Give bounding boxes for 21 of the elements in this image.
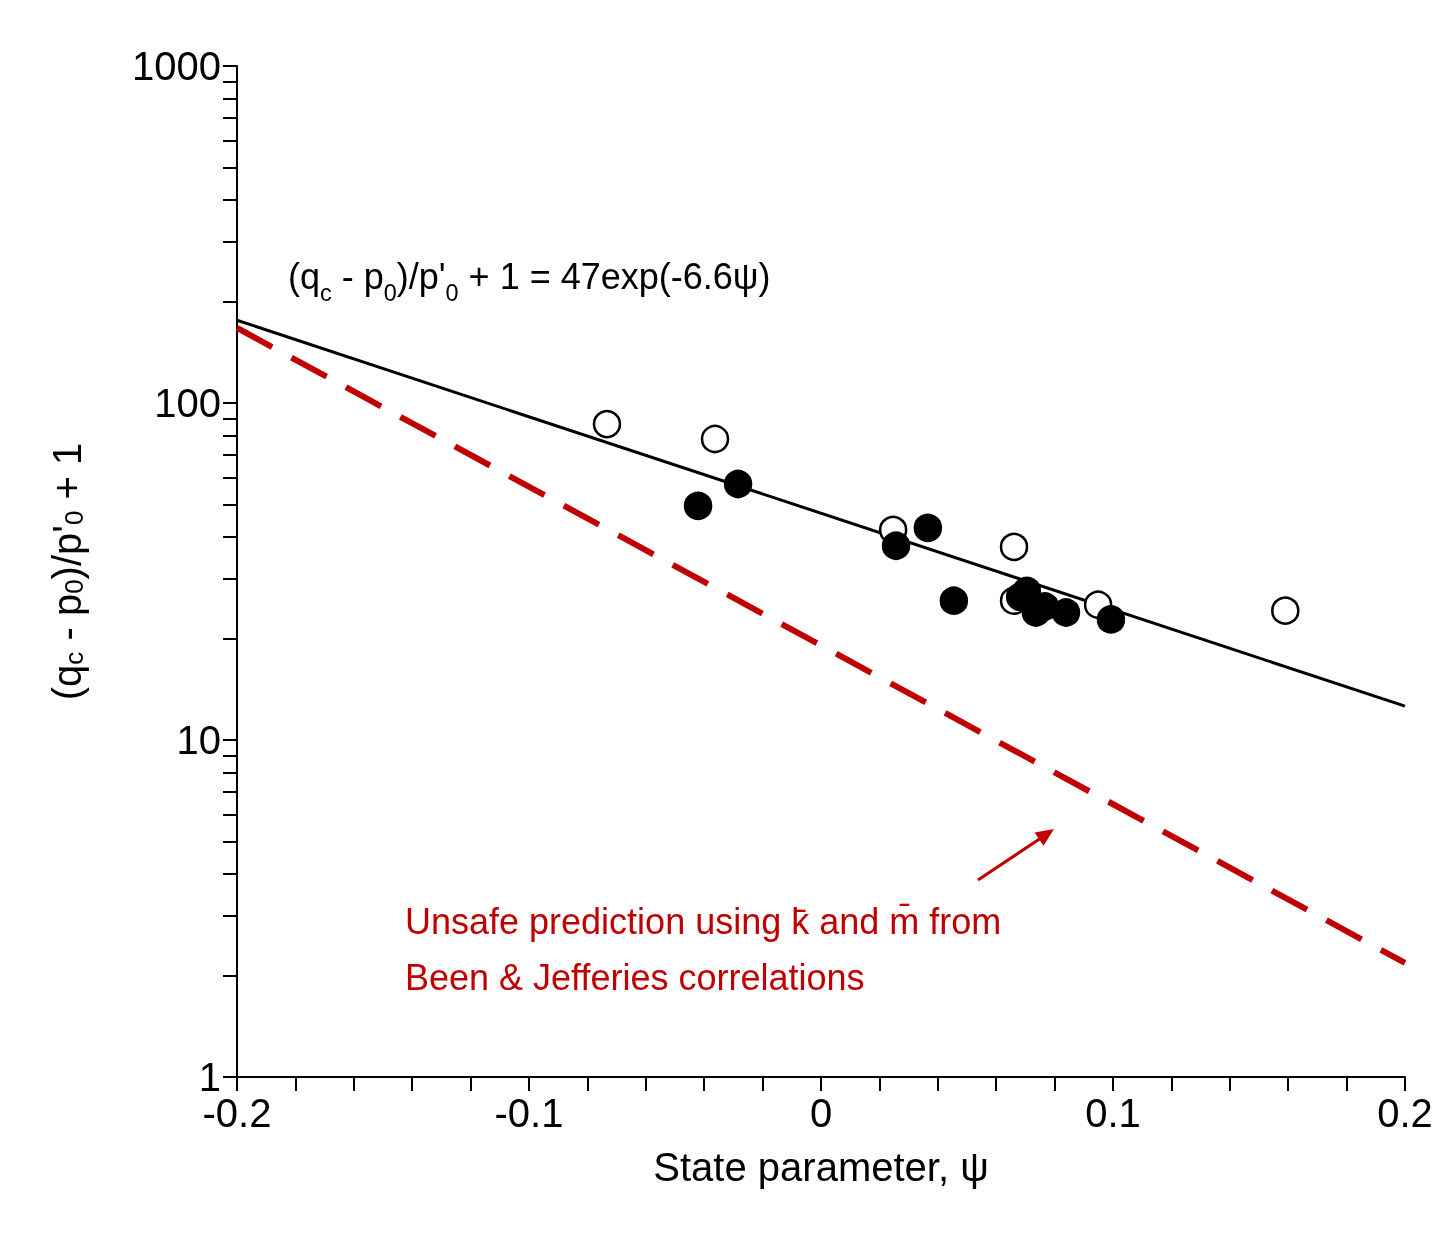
point (683, 491, 713, 521)
point (1051, 598, 1081, 627)
y-axis-title: (qc - p0)/p'0 + 1 (45, 442, 89, 701)
x-tick-label: -0.1 (494, 1091, 564, 1135)
point (939, 586, 969, 615)
x-tick-label: 0 (809, 1091, 833, 1135)
annotation: Unsafe prediction using k̄ and m̄ from Been & Jefferies correlations (405, 900, 1002, 998)
point (1271, 596, 1300, 625)
y-tick-label: 1000 (132, 44, 221, 88)
point (700, 424, 730, 454)
x-tick-label: 0.2 (1377, 1091, 1433, 1135)
point (592, 409, 622, 439)
point (913, 513, 943, 543)
point (999, 532, 1029, 562)
y-tick-label: 10 (176, 718, 221, 762)
x-axis-title: State parameter, ψ (653, 1145, 989, 1189)
x-tick-label: 0.1 (1085, 1091, 1141, 1135)
y-tick-label: 100 (154, 381, 221, 425)
point (1096, 605, 1126, 634)
point (881, 531, 911, 561)
point (723, 469, 753, 499)
